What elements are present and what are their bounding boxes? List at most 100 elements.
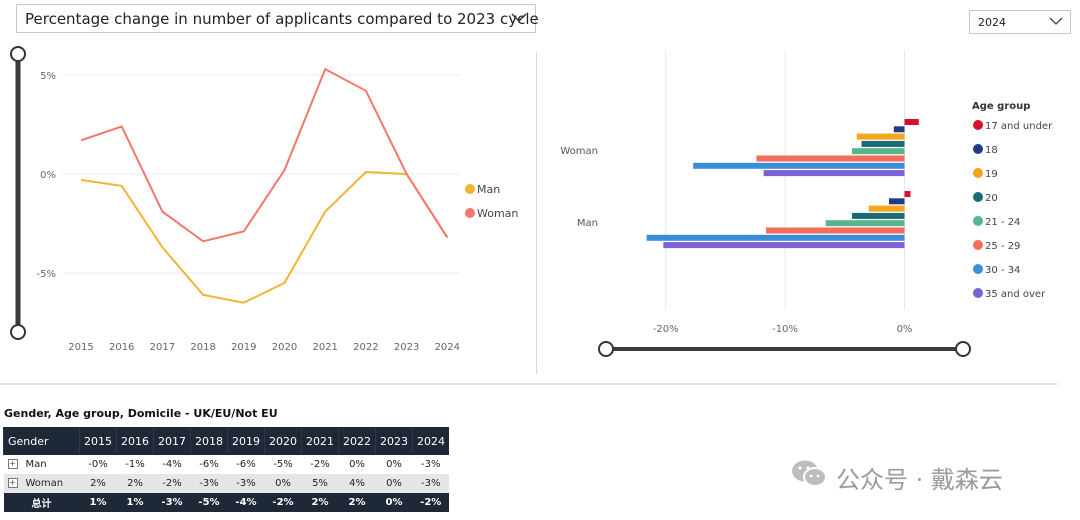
category-label-man: Man [577,218,598,229]
legend-marker [973,192,983,202]
bar-man-1[interactable] [889,198,905,205]
legend-label[interactable]: 21 - 24 [985,217,1020,228]
x-tick-label: 2016 [109,342,134,353]
legend-label[interactable]: 35 and over [985,289,1046,300]
table-title: Gender, Age group, Domicile - UK/EU/Not … [4,407,278,420]
y-tick-label: 0% [40,170,56,181]
table-cell: -3% [153,493,191,512]
table-cell: 0% [375,455,413,474]
total-label: 总计 [3,493,80,512]
table-cell: -2% [153,474,191,493]
bar-man-4[interactable] [825,220,905,227]
table-cell: -2% [412,493,449,512]
table-cell: 4% [338,474,376,493]
table-cell: -3% [412,455,449,474]
column-header-year[interactable]: 2018 [190,427,228,455]
column-header-year[interactable]: 2017 [153,427,191,455]
legend-label[interactable]: 30 - 34 [985,265,1020,276]
table-total-row: 总计 1% 1% -3% -5% -4% -2% 2% 2% 0% -2% [3,493,449,512]
vertical-slider-bottom-handle[interactable] [10,324,26,340]
table-header-row: Gender 2015 2016 2017 2018 2019 2020 202… [3,427,449,455]
table-cell: -1% [116,455,154,474]
bar-chart: Woman Man -20% -10% 0% Age group 17 and un… [560,50,1053,357]
bar-man-7[interactable] [663,242,905,249]
bar-woman-4[interactable] [852,148,905,155]
expand-icon[interactable]: + [7,478,18,488]
column-header-year[interactable]: 2020 [264,427,302,455]
table-cell: -0% [79,455,117,474]
table-cell: 0% [264,474,302,493]
table-cell: -5% [264,455,302,474]
legend-marker [973,168,983,178]
bar-woman-1[interactable] [893,126,905,133]
legend-label[interactable]: 25 - 29 [985,241,1020,252]
column-header-year[interactable]: 2019 [227,427,265,455]
summary-table: Gender 2015 2016 2017 2018 2019 2020 202… [3,427,449,512]
table-cell: 2% [301,493,339,512]
bar-woman-7[interactable] [763,170,905,177]
legend-label[interactable]: 17 and under [985,121,1053,132]
row-label: Woman [25,478,64,489]
horizontal-slider-right-handle[interactable] [955,341,971,357]
column-header-year[interactable]: 2022 [338,427,376,455]
table-cell: 2% [116,474,154,493]
legend-man-label[interactable]: Man [477,183,500,196]
chart-divider [536,52,537,374]
bar-woman-5[interactable] [756,155,905,162]
legend-marker [973,240,983,250]
legend-label[interactable]: 18 [985,145,998,156]
table-cell: 1% [79,493,117,512]
legend-marker [973,120,983,130]
x-tick-label: -20% [653,324,679,335]
table-cell: -5% [190,493,228,512]
bar-man-6[interactable] [646,234,905,241]
column-header-gender[interactable]: Gender [3,427,80,455]
column-header-year[interactable]: 2016 [116,427,154,455]
legend-label[interactable]: 19 [985,169,998,180]
table-row: + Man -0% -1% -4% -6% -6% -5% -2% 0% 0% -… [3,455,449,474]
x-tick-label: -10% [772,324,798,335]
table-cell: 0% [375,493,413,512]
column-header-year[interactable]: 2023 [375,427,413,455]
bar-woman-0[interactable] [904,119,919,125]
chevron-down-icon [511,13,527,23]
table-cell: -3% [412,474,449,493]
horizontal-slider-left-handle[interactable] [598,341,614,357]
section-divider [0,383,1057,385]
legend-woman-label[interactable]: Woman [477,207,518,220]
column-header-year[interactable]: 2015 [79,427,117,455]
line-series-woman [80,67,449,243]
x-tick-label: 2024 [435,342,460,353]
bar-woman-2[interactable] [856,133,905,140]
bar-man-0[interactable] [904,191,911,197]
y-tick-label: -5% [37,269,56,280]
vertical-slider-top-handle[interactable] [10,46,26,62]
bar-woman-6[interactable] [693,162,905,169]
table-cell: -4% [153,455,191,474]
metric-dropdown[interactable]: Percentage change in number of applicant… [16,4,539,33]
line-chart: 5% 0% -5% 2015 2016 2017 2018 2019 2020 2021 20… [10,46,518,353]
legend-man-marker [465,184,475,194]
table-cell: 2% [79,474,117,493]
legend-woman-marker [465,208,475,218]
x-tick-label: 2019 [231,342,256,353]
chevron-down-icon [1049,17,1063,25]
bar-man-5[interactable] [766,227,905,234]
table-cell: 2% [338,493,376,512]
expand-icon[interactable]: + [7,459,18,469]
metric-dropdown-label: Percentage change in number of applicant… [25,10,539,28]
table-cell: -3% [190,474,228,493]
year-dropdown[interactable]: 2024 [969,10,1071,34]
x-tick-label: 2017 [150,342,175,353]
bar-man-2[interactable] [868,205,905,212]
legend-marker [973,288,983,298]
table-cell: -4% [227,493,265,512]
legend-label[interactable]: 20 [985,193,998,204]
bar-woman-3[interactable] [861,140,905,147]
bar-man-3[interactable] [852,212,905,219]
column-header-year[interactable]: 2021 [301,427,339,455]
line-series-man [80,170,449,304]
table-cell: -2% [264,493,302,512]
x-tick-label: 2018 [190,342,215,353]
column-header-year[interactable]: 2024 [412,427,449,455]
